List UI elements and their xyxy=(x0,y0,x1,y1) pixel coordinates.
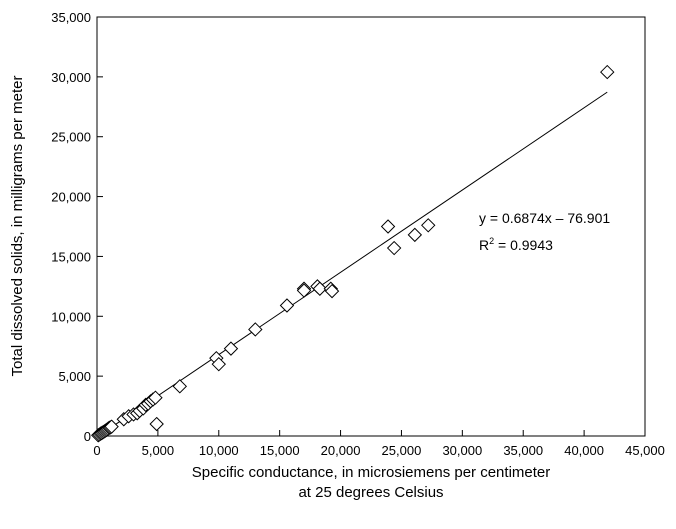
data-point-diamond xyxy=(279,298,295,313)
y-tick-label: 0 xyxy=(84,429,91,444)
y-tick-label: 15,000 xyxy=(51,249,91,264)
data-point-diamond xyxy=(312,281,328,296)
x-tick-label: 5,000 xyxy=(142,443,175,458)
x-axis-title-line1: Specific conductance, in microsiemens pe… xyxy=(192,464,551,481)
data-point-diamond xyxy=(211,356,226,372)
y-tick-label: 10,000 xyxy=(51,309,91,324)
y-tick-label: 25,000 xyxy=(51,130,91,145)
x-tick-label: 20,000 xyxy=(321,443,361,458)
y-tick-label: 30,000 xyxy=(51,70,91,85)
x-tick-label: 40,000 xyxy=(564,443,604,458)
x-tick-label: 30,000 xyxy=(442,443,482,458)
y-tick-label: 35,000 xyxy=(51,10,91,25)
r-squared-label: R2 = 0.9943 xyxy=(479,236,553,253)
data-point-diamond xyxy=(600,64,615,80)
data-point-diamond xyxy=(421,218,436,233)
data-point-diamond xyxy=(296,283,312,298)
data-point-diamond xyxy=(172,379,188,394)
data-point-diamond xyxy=(407,227,423,243)
x-tick-label: 45,000 xyxy=(625,443,665,458)
x-tick-label: 25,000 xyxy=(382,443,422,458)
x-tick-label: 35,000 xyxy=(503,443,543,458)
data-point-diamond xyxy=(248,322,263,337)
trendline-equation: y = 0.6874x – 76.901 xyxy=(479,210,610,226)
data-point-diamond xyxy=(324,283,340,299)
plot-area-frame xyxy=(96,16,646,437)
x-tick-label: 0 xyxy=(93,443,100,458)
data-point-diamond xyxy=(223,341,239,356)
x-axis-title-line2: at 25 degrees Celsius xyxy=(298,484,443,501)
data-point-diamond xyxy=(148,390,163,405)
y-axis: 0 5,000 10,000 15,000 20,000 25,000 30,000 35,0… xyxy=(51,10,103,444)
data-point-diamond xyxy=(149,416,164,432)
data-points xyxy=(91,64,615,443)
y-axis-title: Total dissolved solids, in milligrams pe… xyxy=(9,76,26,377)
x-axis: 0 5,000 10,000 15,000 20,000 25,000 30,000 35,0… xyxy=(93,430,665,458)
x-tick-label: 10,000 xyxy=(199,443,239,458)
y-tick-label: 5,000 xyxy=(58,369,91,384)
data-point-diamond xyxy=(386,240,402,256)
y-tick-label: 20,000 xyxy=(51,190,91,205)
trendline xyxy=(96,91,608,438)
data-point-diamond xyxy=(380,219,396,234)
x-tick-label: 15,000 xyxy=(260,443,300,458)
data-point-diamond xyxy=(104,419,119,434)
